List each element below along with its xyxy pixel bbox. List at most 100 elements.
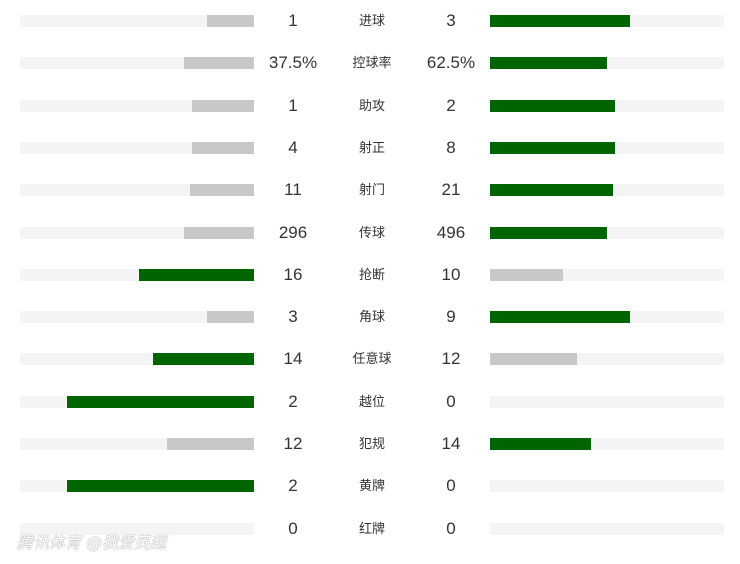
left-bar-fill	[153, 353, 254, 366]
right-bar-fill	[490, 15, 631, 27]
right-bar-fill	[490, 57, 607, 70]
left-bar-fill	[139, 268, 254, 281]
left-bar-fill	[66, 480, 254, 493]
right-bar-track	[490, 141, 724, 154]
stat-row: 37.5% 控球率 62.5%	[0, 51, 740, 75]
stat-label: 角球	[358, 310, 385, 326]
right-bar-track	[490, 57, 724, 70]
right-value: 21	[441, 180, 461, 200]
right-bar-track	[490, 184, 724, 197]
right-bar-fill	[490, 141, 616, 154]
stat-label: 黄牌	[358, 479, 385, 495]
stat-label: 传球	[358, 225, 385, 241]
left-value: 296	[278, 222, 308, 242]
right-bar-fill	[490, 311, 631, 324]
stat-row: 0 红牌 0	[0, 517, 740, 541]
left-bar-track	[20, 353, 254, 366]
left-bar-fill	[189, 184, 254, 197]
right-bar-fill	[490, 226, 607, 239]
right-value: 0	[446, 391, 456, 411]
stat-label: 任意球	[352, 352, 392, 368]
stat-row: 3 角球 9	[0, 305, 740, 329]
left-value: 0	[288, 518, 298, 538]
right-bar-track	[490, 99, 724, 112]
right-bar-track	[490, 522, 724, 535]
stat-label: 犯规	[358, 437, 385, 452]
left-bar-track	[20, 184, 254, 197]
left-bar-track	[20, 226, 254, 239]
left-value: 12	[283, 434, 303, 453]
right-value: 62.5%	[426, 53, 476, 73]
right-bar-track	[490, 226, 724, 239]
right-value: 0	[446, 518, 456, 538]
stat-row: 1 助攻 2	[0, 94, 740, 118]
stat-label: 越位	[358, 394, 385, 410]
left-bar-track	[20, 480, 254, 493]
left-value: 16	[283, 264, 303, 284]
left-bar-fill	[192, 99, 254, 112]
right-value: 496	[436, 222, 466, 242]
left-value: 37.5%	[268, 53, 318, 73]
left-bar-track	[20, 57, 254, 70]
watermark: 腾讯体育 @我爱英超	[17, 533, 167, 552]
right-bar-fill	[490, 353, 577, 366]
left-value: 2	[288, 391, 298, 411]
stat-label: 红牌	[358, 521, 385, 537]
right-value: 8	[446, 137, 456, 157]
left-value: 4	[288, 137, 298, 157]
left-bar-track	[20, 395, 254, 408]
left-bar-track	[20, 141, 254, 154]
left-bar-track	[20, 438, 254, 450]
right-value: 10	[441, 264, 461, 284]
left-bar-fill	[66, 395, 254, 408]
left-value: 1	[288, 11, 298, 30]
left-value: 14	[283, 349, 303, 369]
right-value: 3	[446, 11, 456, 30]
stat-label: 进球	[358, 14, 385, 29]
stat-label: 射门	[358, 183, 385, 199]
stat-row: 2 黄牌 0	[0, 474, 740, 498]
left-bar-fill	[183, 57, 254, 70]
left-bar-fill	[192, 141, 254, 154]
left-bar-fill	[207, 311, 254, 324]
right-value: 9	[446, 307, 456, 327]
right-bar-track	[490, 268, 724, 281]
stat-row: 16 抢断 10	[0, 263, 740, 287]
stat-row: 296 传球 496	[0, 221, 740, 245]
stat-row: 11 射门 21	[0, 178, 740, 202]
left-bar-track	[20, 268, 254, 281]
left-bar-track	[20, 522, 254, 535]
stat-row: 14 任意球 12	[0, 347, 740, 371]
stat-row: 2 越位 0	[0, 390, 740, 414]
left-bar-fill	[183, 226, 254, 239]
right-value: 12	[441, 349, 461, 369]
stat-row: 12 犯规 14	[0, 432, 740, 456]
right-value: 0	[446, 476, 456, 496]
left-value: 1	[288, 95, 298, 115]
right-bar-track	[490, 480, 724, 493]
left-bar-fill	[167, 438, 254, 450]
left-value: 2	[288, 476, 298, 496]
right-bar-track	[490, 311, 724, 324]
stat-row: 4 射正 8	[0, 136, 740, 160]
left-value: 3	[288, 307, 298, 327]
left-value: 11	[284, 180, 302, 200]
right-bar-track	[490, 15, 724, 27]
stat-row: 1 进球 3	[0, 9, 740, 33]
right-value: 2	[446, 95, 456, 115]
left-bar-track	[20, 99, 254, 112]
right-bar-track	[490, 395, 724, 408]
stat-label: 射正	[358, 140, 385, 156]
right-value: 14	[441, 434, 461, 453]
left-bar-track	[20, 311, 254, 324]
right-bar-fill	[490, 99, 616, 112]
right-bar-track	[490, 438, 724, 450]
right-bar-fill	[490, 184, 613, 197]
stat-label: 助攻	[358, 98, 385, 114]
right-bar-fill	[490, 268, 563, 281]
right-bar-track	[490, 353, 724, 366]
left-bar-track	[20, 15, 254, 27]
stat-label: 控球率	[352, 56, 392, 72]
stat-label: 抢断	[358, 267, 385, 283]
left-bar-fill	[207, 15, 254, 27]
